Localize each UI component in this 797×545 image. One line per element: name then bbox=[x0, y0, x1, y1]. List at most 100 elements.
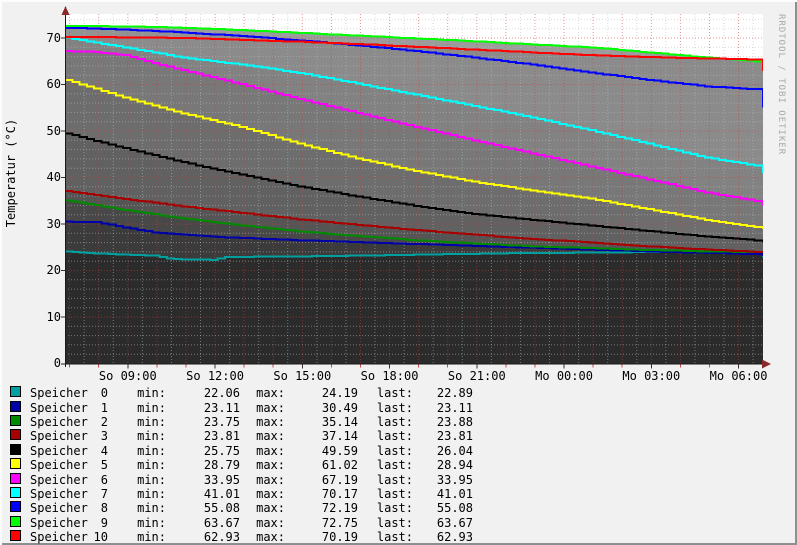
min-label: min: bbox=[137, 530, 166, 545]
swatch-wrap bbox=[10, 472, 30, 487]
min-label: min: bbox=[137, 400, 166, 415]
max-value: 49.59 bbox=[321, 443, 358, 458]
legend-row: Speicher 5 min: 28.79 max: 61.02 last: 28.94 bbox=[10, 458, 790, 472]
swatch-wrap bbox=[10, 458, 30, 472]
swatch-wrap bbox=[10, 530, 30, 544]
legend-name: Speicher bbox=[30, 414, 88, 429]
max-label: max: bbox=[256, 530, 285, 545]
min-label: min: bbox=[137, 472, 166, 487]
swatch-wrap bbox=[10, 501, 30, 515]
min-value: 23.75 bbox=[203, 414, 240, 429]
y-tick-label: 10 bbox=[46, 309, 61, 324]
rrdtool-watermark: RRDTOOL / TOBI OETIKER bbox=[776, 14, 786, 156]
legend-row: Speicher 7 min: 41.01 max: 70.17 last: 41.01 bbox=[10, 486, 790, 501]
min-value: 22.06 bbox=[203, 386, 240, 401]
legend-row: Speicher 8 min: 55.08 max: 72.19 last: 55.08 bbox=[10, 501, 790, 515]
legend-name: Speicher bbox=[30, 458, 88, 473]
x-tick-label: Mo 00:00 bbox=[535, 369, 593, 383]
last-label: last: bbox=[376, 501, 413, 516]
min-value: 23.81 bbox=[203, 429, 240, 444]
legend-name: Speicher bbox=[30, 443, 88, 458]
max-label: max: bbox=[256, 429, 285, 444]
legend-num: 3 bbox=[100, 429, 108, 444]
last-value: 22.89 bbox=[436, 386, 473, 401]
legend-swatch bbox=[10, 414, 21, 426]
y-axis-arrow-icon bbox=[61, 6, 70, 15]
legend-name: Speicher bbox=[30, 501, 88, 516]
swatch-wrap bbox=[10, 400, 30, 415]
legend-row: Speicher 4 min: 25.75 max: 49.59 last: 26.04 bbox=[10, 443, 790, 458]
max-value: 30.49 bbox=[321, 400, 358, 415]
legend-swatch bbox=[10, 515, 21, 527]
legend-name: Speicher bbox=[30, 530, 88, 545]
x-tick-label: So 21:00 bbox=[447, 369, 506, 383]
line-speicher-0 bbox=[65, 250, 763, 261]
min-value: 41.01 bbox=[203, 486, 240, 501]
x-tick-label: So 09:00 bbox=[98, 369, 157, 383]
y-tick-label: 50 bbox=[46, 123, 61, 138]
last-value: 23.11 bbox=[436, 400, 473, 415]
y-tick-label: 20 bbox=[46, 263, 61, 277]
swatch-wrap bbox=[10, 443, 30, 458]
legend-swatch bbox=[10, 501, 21, 513]
last-label: last: bbox=[376, 429, 413, 444]
legend-row: Speicher 0 min: 22.06 max: 24.19 last: 22.89 bbox=[10, 386, 790, 400]
swatch-wrap bbox=[10, 429, 30, 443]
max-value: 72.19 bbox=[321, 501, 358, 516]
legend-num: 7 bbox=[100, 486, 108, 501]
legend: Speicher 0 min: 22.06 max: 24.19 last: 22.89 Spe… bbox=[10, 386, 790, 544]
line-speicher-10 bbox=[65, 36, 763, 71]
max-value: 70.17 bbox=[321, 486, 358, 501]
legend-swatch bbox=[10, 400, 21, 412]
max-value: 61.02 bbox=[321, 458, 358, 473]
max-label: max: bbox=[256, 414, 285, 429]
legend-name: Speicher bbox=[30, 400, 88, 415]
x-tick-label: Mo 06:00 bbox=[709, 369, 768, 383]
last-value: 62.93 bbox=[436, 530, 473, 545]
last-label: last: bbox=[376, 414, 413, 429]
line-speicher-2 bbox=[65, 199, 763, 254]
line-speicher-1 bbox=[65, 220, 763, 256]
legend-row: Speicher 3 min: 23.81 max: 37.14 last: 23.81 bbox=[10, 429, 790, 443]
swatch-wrap bbox=[10, 515, 30, 530]
x-axis-arrow-icon bbox=[762, 359, 771, 369]
y-tick-label: 40 bbox=[46, 170, 61, 184]
last-value: 28.94 bbox=[436, 458, 473, 473]
swatch-wrap bbox=[10, 386, 30, 400]
line-speicher-6 bbox=[65, 50, 763, 206]
line-speicher-8 bbox=[65, 26, 763, 108]
min-value: 33.95 bbox=[203, 472, 240, 487]
legend-swatch bbox=[10, 386, 21, 398]
legend-swatch bbox=[10, 472, 21, 484]
min-label: min: bbox=[137, 414, 166, 429]
max-label: max: bbox=[256, 472, 285, 487]
legend-name: Speicher bbox=[30, 472, 88, 487]
series-lines bbox=[65, 24, 763, 261]
last-label: last: bbox=[376, 400, 413, 415]
min-value: 28.79 bbox=[203, 458, 240, 473]
grid bbox=[65, 14, 763, 364]
legend-num: 9 bbox=[100, 515, 108, 530]
legend-swatch bbox=[10, 458, 21, 470]
y-tick-label: 60 bbox=[46, 77, 61, 91]
max-label: max: bbox=[256, 486, 285, 501]
max-value: 35.14 bbox=[321, 414, 358, 429]
max-value: 24.19 bbox=[321, 386, 358, 401]
last-value: 23.88 bbox=[436, 414, 473, 429]
min-value: 62.93 bbox=[203, 530, 240, 545]
swatch-wrap bbox=[10, 486, 30, 501]
min-value: 63.67 bbox=[203, 515, 240, 530]
series-areas bbox=[65, 25, 763, 364]
min-label: min: bbox=[137, 501, 166, 516]
max-label: max: bbox=[256, 515, 285, 530]
min-value: 55.08 bbox=[203, 501, 240, 516]
legend-swatch bbox=[10, 486, 21, 498]
last-value: 33.95 bbox=[436, 472, 473, 487]
line-speicher-3 bbox=[65, 190, 763, 253]
legend-row: Speicher 6 min: 33.95 max: 67.19 last: 33.95 bbox=[10, 472, 790, 487]
max-value: 67.19 bbox=[321, 472, 358, 487]
legend-num: 8 bbox=[100, 501, 108, 516]
swatch-wrap bbox=[10, 414, 30, 429]
last-label: last: bbox=[376, 472, 413, 487]
